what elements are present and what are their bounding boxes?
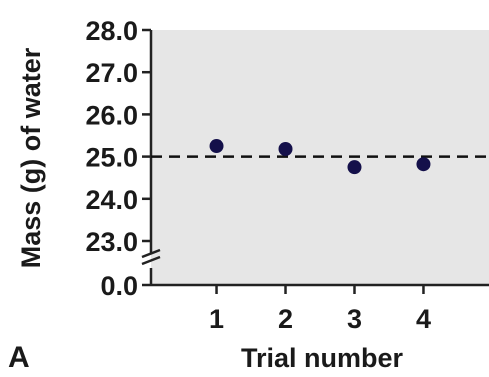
y-tick-label: 28.0: [85, 16, 138, 46]
data-point: [278, 142, 293, 157]
x-tick-label: 4: [416, 304, 431, 334]
data-point: [347, 160, 362, 175]
data-point: [416, 157, 431, 172]
x-ticks: 1 2 3 4: [209, 285, 431, 334]
y-tick-label: 26.0: [85, 100, 138, 130]
axis-break-marks: [141, 248, 161, 266]
y-tick-label: 25.0: [85, 143, 138, 173]
y-tick-label: 0.0: [100, 271, 138, 301]
x-tick-label: 3: [347, 304, 362, 334]
y-tick-label: 24.0: [85, 185, 138, 215]
x-tick-label: 1: [209, 304, 224, 334]
panel-label: A: [8, 341, 30, 374]
x-axis-title: Trial number: [241, 343, 404, 373]
x-tick-label: 2: [278, 304, 293, 334]
data-points: [209, 139, 431, 175]
y-tick-label: 23.0: [85, 227, 138, 257]
y-tick-label: 27.0: [85, 58, 138, 88]
y-ticks: 28.0 27.0 26.0 25.0 24.0 23.0 0.0: [85, 16, 151, 301]
y-axis-title: Mass (g) of water: [16, 47, 46, 268]
data-point: [209, 139, 224, 154]
